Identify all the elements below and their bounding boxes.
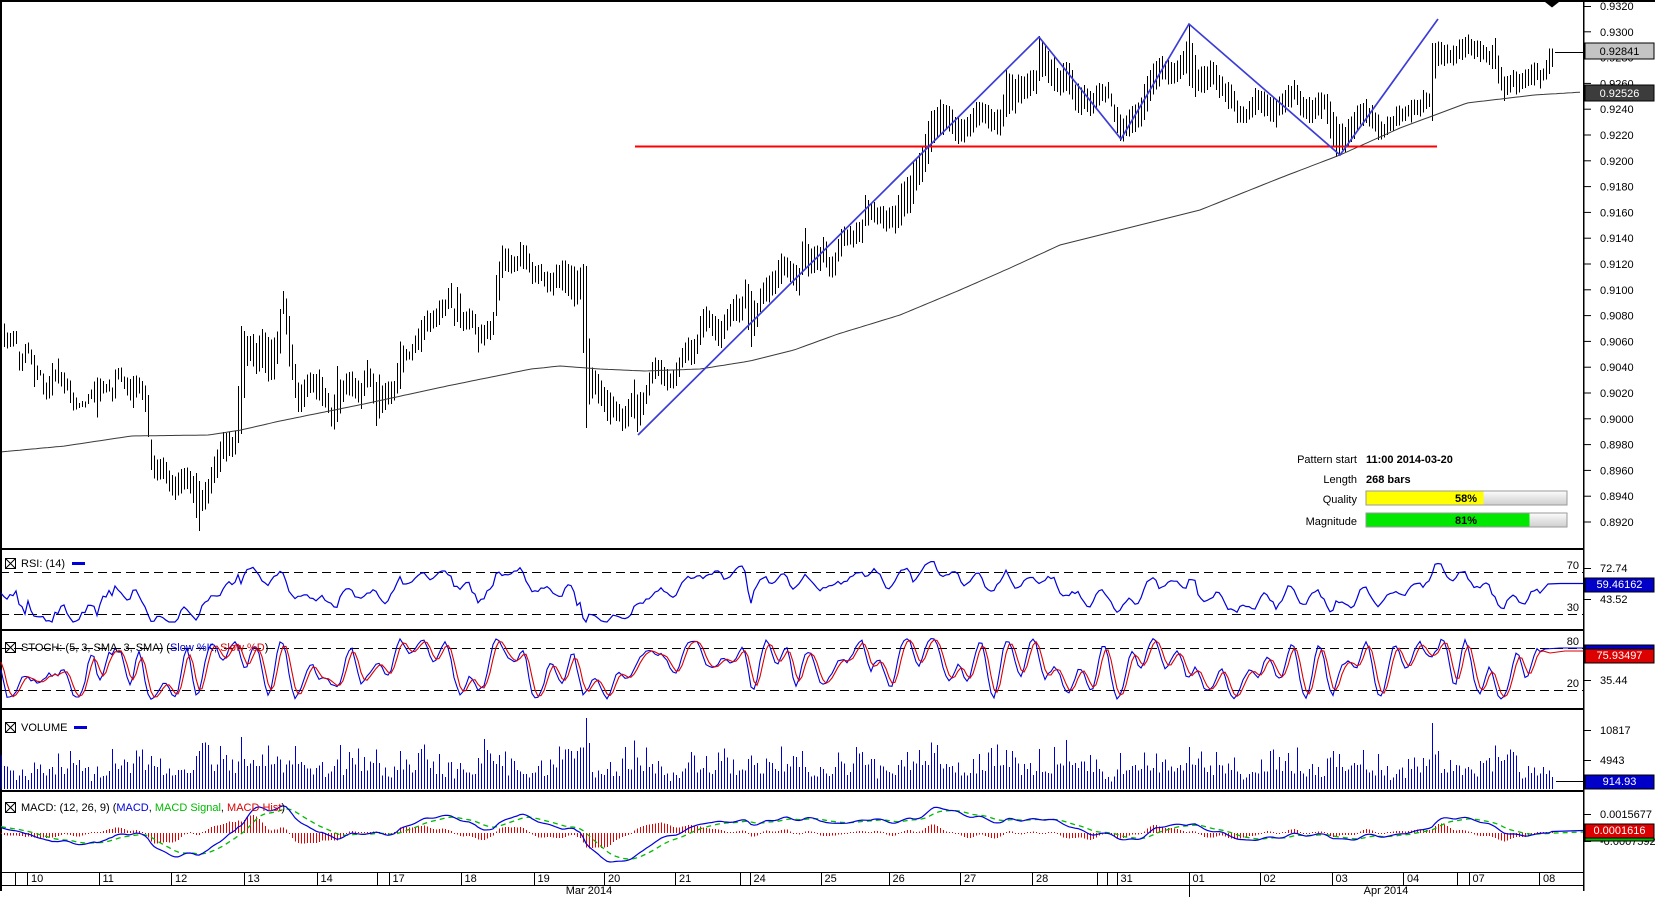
svg-text:0.8920: 0.8920 [1600, 517, 1634, 529]
svg-text:43.52: 43.52 [1600, 594, 1628, 606]
svg-text:75.93497: 75.93497 [1597, 650, 1643, 662]
svg-text:0.9200: 0.9200 [1600, 156, 1634, 168]
svg-text:07: 07 [1473, 873, 1485, 885]
svg-text:0.9040: 0.9040 [1600, 362, 1634, 374]
svg-text:RSI: (14): RSI: (14) [21, 558, 65, 570]
svg-text:0.0015677: 0.0015677 [1600, 809, 1652, 821]
svg-text:0.9140: 0.9140 [1600, 233, 1634, 245]
svg-text:0.9220: 0.9220 [1600, 130, 1634, 142]
svg-text:08: 08 [1543, 873, 1555, 885]
svg-text:0.9180: 0.9180 [1600, 182, 1634, 194]
svg-text:0.9020: 0.9020 [1600, 388, 1634, 400]
svg-text:81%: 81% [1455, 515, 1477, 527]
svg-text:0.9080: 0.9080 [1600, 311, 1634, 323]
svg-text:0.9300: 0.9300 [1600, 27, 1634, 39]
svg-text:Magnitude: Magnitude [1306, 516, 1357, 528]
svg-text:STOCH: (5, 3, SMA, 3, SMA) (Sl: STOCH: (5, 3, SMA, 3, SMA) (Slow %K, Slo… [21, 642, 268, 654]
svg-text:19: 19 [538, 873, 550, 885]
svg-text:268 bars: 268 bars [1366, 474, 1411, 486]
svg-text:4943: 4943 [1600, 755, 1624, 767]
svg-text:20: 20 [608, 873, 620, 885]
svg-text:0.8980: 0.8980 [1600, 440, 1634, 452]
svg-text:0.92841: 0.92841 [1600, 46, 1640, 58]
svg-text:0.9320: 0.9320 [1600, 1, 1634, 13]
svg-text:0.9160: 0.9160 [1600, 207, 1634, 219]
svg-text:31: 31 [1121, 873, 1133, 885]
svg-text:26: 26 [893, 873, 905, 885]
svg-text:04: 04 [1407, 873, 1419, 885]
svg-text:0.8940: 0.8940 [1600, 491, 1634, 503]
svg-text:72.74: 72.74 [1600, 563, 1628, 575]
svg-text:0.9060: 0.9060 [1600, 336, 1634, 348]
svg-text:11: 11 [103, 873, 114, 885]
svg-text:20: 20 [1567, 678, 1579, 690]
svg-text:0.92526: 0.92526 [1600, 88, 1640, 100]
svg-text:58%: 58% [1455, 493, 1477, 505]
svg-text:0.9100: 0.9100 [1600, 285, 1634, 297]
svg-text:18: 18 [465, 873, 477, 885]
svg-text:10: 10 [31, 873, 43, 885]
svg-text:0.9000: 0.9000 [1600, 414, 1634, 426]
svg-text:70: 70 [1567, 560, 1579, 572]
svg-text:0.0001616: 0.0001616 [1594, 825, 1646, 837]
svg-text:80: 80 [1567, 636, 1579, 648]
svg-text:27: 27 [964, 873, 976, 885]
svg-text:Pattern start: Pattern start [1297, 454, 1357, 466]
svg-text:17: 17 [393, 873, 405, 885]
svg-text:21: 21 [679, 873, 691, 885]
svg-text:01: 01 [1193, 873, 1205, 885]
svg-text:30: 30 [1567, 602, 1579, 614]
svg-text:28: 28 [1036, 873, 1048, 885]
svg-text:Apr 2014: Apr 2014 [1364, 885, 1409, 897]
svg-text:914.93: 914.93 [1603, 776, 1637, 788]
svg-text:Length: Length [1323, 474, 1357, 486]
svg-text:25: 25 [825, 873, 837, 885]
svg-text:VOLUME: VOLUME [21, 722, 67, 734]
svg-text:0.9120: 0.9120 [1600, 259, 1634, 271]
svg-text:13: 13 [248, 873, 260, 885]
svg-text:Quality: Quality [1323, 494, 1358, 506]
svg-text:02: 02 [1264, 873, 1276, 885]
svg-text:14: 14 [321, 873, 333, 885]
svg-text:0.8960: 0.8960 [1600, 465, 1634, 477]
svg-text:10817: 10817 [1600, 725, 1631, 737]
svg-text:35.44: 35.44 [1600, 675, 1628, 687]
svg-text:24: 24 [754, 873, 766, 885]
svg-text:Mar 2014: Mar 2014 [566, 885, 612, 897]
svg-text:0.9240: 0.9240 [1600, 104, 1634, 116]
svg-text:59.46162: 59.46162 [1597, 579, 1643, 591]
svg-text:11:00 2014-03-20: 11:00 2014-03-20 [1366, 454, 1453, 466]
svg-text:03: 03 [1336, 873, 1348, 885]
svg-text:12: 12 [175, 873, 187, 885]
svg-text:MACD: (12, 26, 9) (MACD, MACD: MACD: (12, 26, 9) (MACD, MACD Signal, MA… [21, 802, 285, 814]
